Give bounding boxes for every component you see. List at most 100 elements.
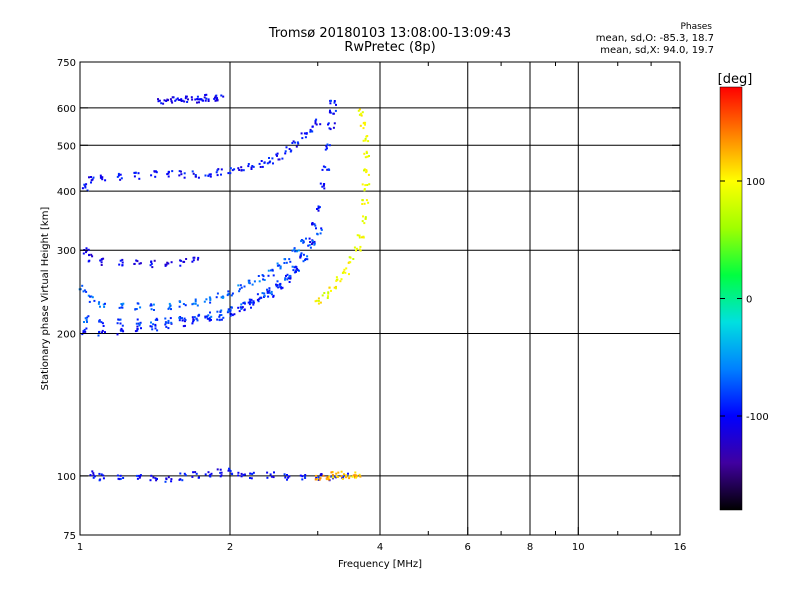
echo-point xyxy=(133,171,136,174)
echo-point xyxy=(92,474,95,477)
echo-point xyxy=(368,183,371,186)
echo-point xyxy=(272,162,274,165)
echo-point xyxy=(206,317,209,320)
echo-point xyxy=(179,259,182,262)
echo-point xyxy=(194,174,197,176)
echo-point xyxy=(138,177,141,180)
echo-point xyxy=(220,173,222,176)
echo-point xyxy=(178,319,181,322)
echo-point xyxy=(219,471,222,474)
echo-point xyxy=(205,298,208,301)
echo-point xyxy=(356,234,359,237)
echo-point xyxy=(180,98,183,101)
echo-point xyxy=(288,258,291,261)
echo-point xyxy=(120,177,123,180)
echo-point xyxy=(328,127,331,130)
echo-point xyxy=(277,286,280,289)
echo-point xyxy=(91,470,94,473)
echo-point xyxy=(102,303,105,306)
echo-point xyxy=(276,262,279,265)
echo-point xyxy=(221,296,224,299)
echo-point xyxy=(149,304,152,307)
echo-point xyxy=(136,329,139,332)
echo-point xyxy=(153,259,156,262)
echo-point xyxy=(365,135,368,138)
echo-point xyxy=(104,179,107,182)
echo-point xyxy=(335,103,337,106)
echo-point xyxy=(194,298,197,301)
echo-point xyxy=(181,319,184,322)
echo-point xyxy=(315,227,317,230)
echo-point xyxy=(363,202,366,205)
echo-point xyxy=(307,244,310,247)
echo-point xyxy=(293,266,296,269)
echo-point xyxy=(204,473,207,476)
echo-point xyxy=(275,285,278,288)
echo-point xyxy=(191,475,194,478)
y-tick-label: 600 xyxy=(57,104,76,115)
echo-point xyxy=(194,98,197,101)
echo-point xyxy=(341,477,344,480)
echo-point xyxy=(87,315,90,318)
echo-point xyxy=(86,316,89,319)
echo-point xyxy=(104,331,106,334)
echo-point xyxy=(149,325,152,328)
echo-point xyxy=(192,172,195,175)
echo-point xyxy=(363,169,365,172)
echo-point xyxy=(287,476,290,479)
echo-point xyxy=(87,248,90,251)
echo-point xyxy=(150,303,153,306)
echo-point xyxy=(318,206,321,209)
echo-point xyxy=(100,258,103,261)
echo-point xyxy=(271,293,273,296)
echo-point xyxy=(247,165,250,168)
echo-point xyxy=(121,324,124,327)
echo-point xyxy=(247,301,250,304)
echo-point xyxy=(284,278,286,281)
echo-point xyxy=(208,173,211,176)
echo-point xyxy=(101,178,104,181)
echo-point xyxy=(208,319,211,322)
echo-point xyxy=(321,168,324,171)
echo-point xyxy=(276,264,279,267)
echo-point xyxy=(363,189,366,192)
echo-point xyxy=(238,310,241,313)
echo-point xyxy=(317,476,320,479)
echo-point xyxy=(228,171,231,174)
echo-point xyxy=(152,476,155,479)
echo-point xyxy=(266,291,269,294)
echo-point xyxy=(84,317,87,320)
echo-point xyxy=(150,474,153,477)
echo-point xyxy=(342,270,345,273)
echo-point xyxy=(167,327,170,330)
echo-point xyxy=(183,260,186,263)
echo-point xyxy=(365,199,368,202)
echo-point xyxy=(243,301,246,304)
echo-point xyxy=(348,477,351,480)
echo-point xyxy=(363,168,366,171)
echo-point xyxy=(240,169,243,172)
echo-point xyxy=(250,166,253,169)
echo-point xyxy=(288,281,291,283)
echo-point xyxy=(266,288,268,291)
echo-point xyxy=(270,269,272,272)
echo-point xyxy=(364,184,367,187)
echo-point xyxy=(266,290,269,293)
echo-point xyxy=(289,274,291,277)
echo-point xyxy=(231,314,234,317)
echo-point xyxy=(251,473,254,475)
echo-point xyxy=(317,302,320,305)
echo-point xyxy=(139,474,142,477)
echo-point xyxy=(288,148,291,150)
echo-point xyxy=(231,292,234,295)
echo-point xyxy=(268,161,271,164)
echo-point xyxy=(207,174,210,177)
echo-point xyxy=(220,318,223,321)
echo-point xyxy=(202,99,204,102)
echo-point xyxy=(327,295,329,298)
echo-point xyxy=(295,270,297,273)
echo-point xyxy=(311,130,314,133)
echo-point xyxy=(279,266,282,269)
echo-point xyxy=(252,300,255,303)
echo-point xyxy=(209,299,212,301)
